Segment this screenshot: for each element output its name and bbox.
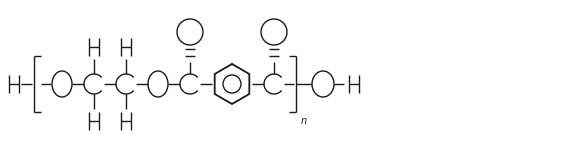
Text: n: n [301,116,307,126]
